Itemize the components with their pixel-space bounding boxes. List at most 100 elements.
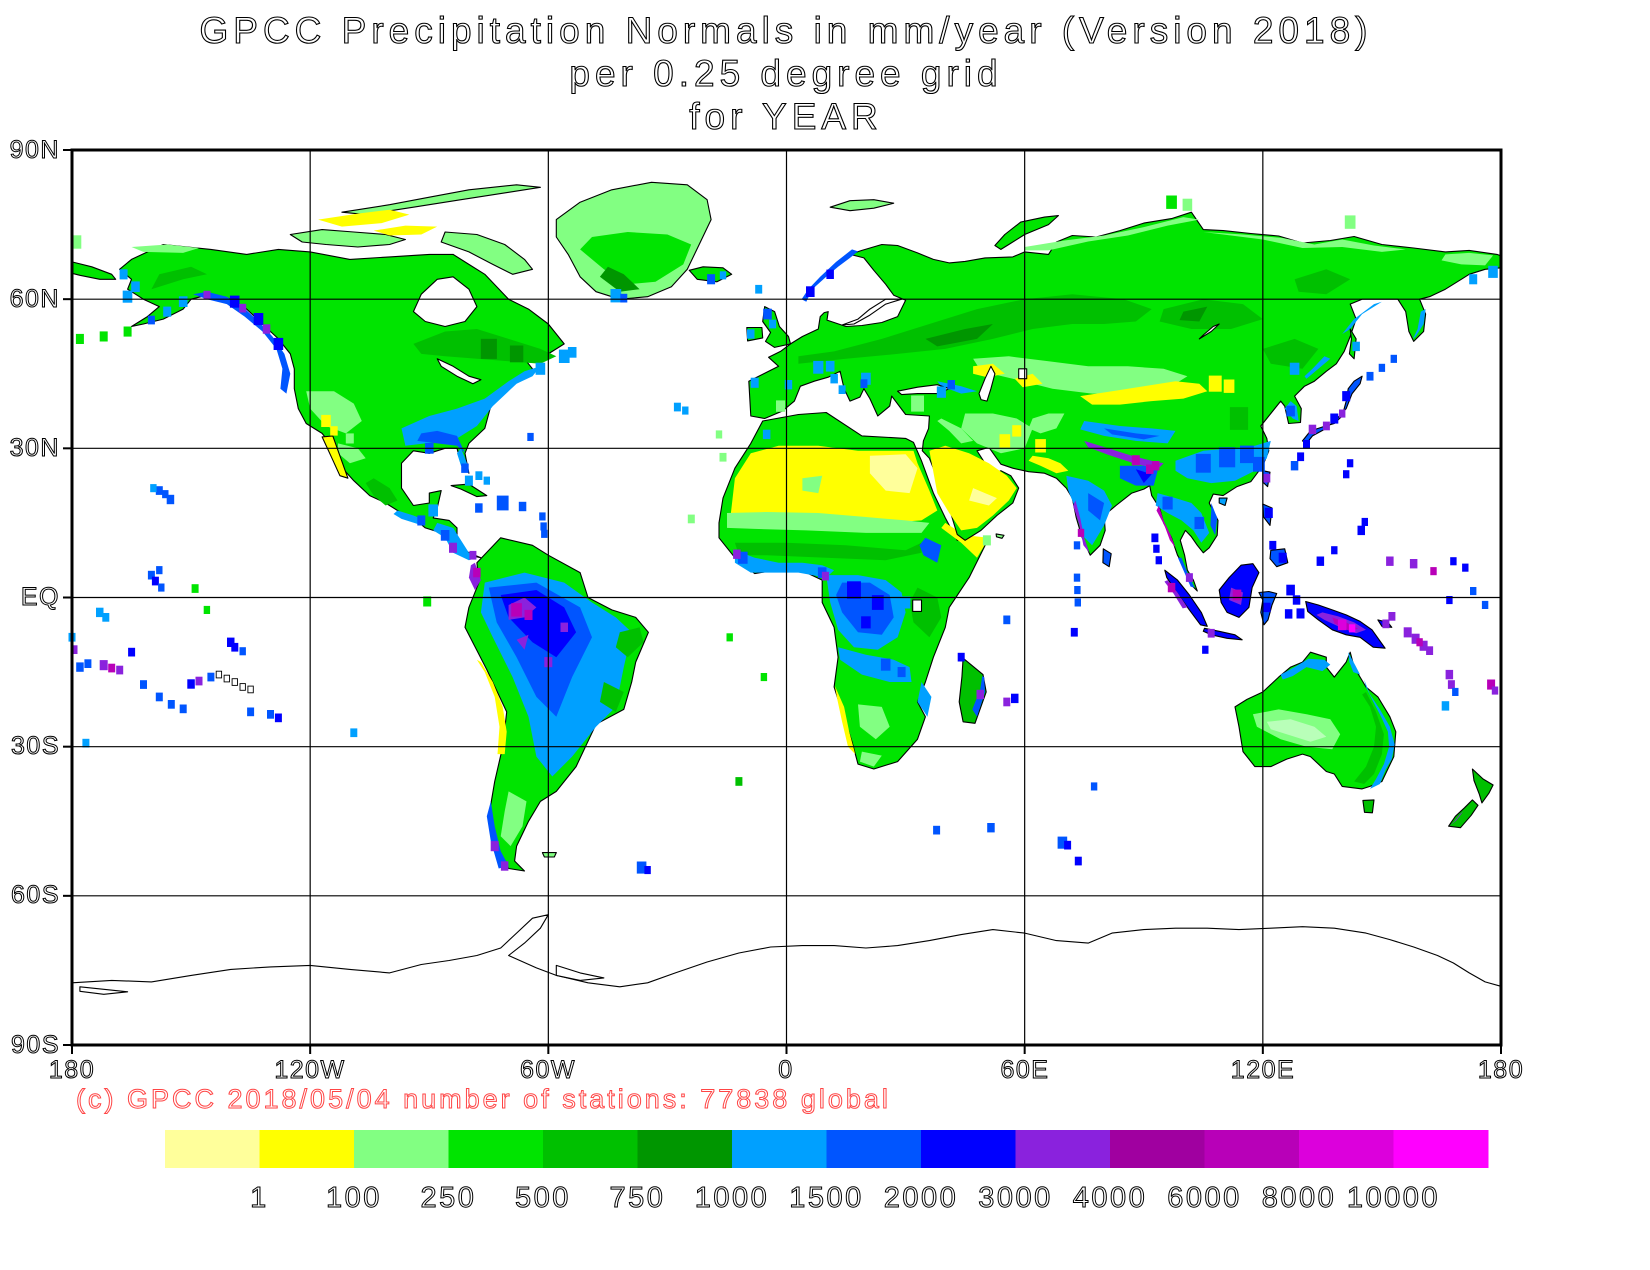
- precip-cell: [1153, 544, 1160, 553]
- precip-cell: [1470, 587, 1477, 596]
- precip-cell: [1352, 341, 1360, 352]
- precip-cell: [1343, 470, 1350, 479]
- precip-cell: [1012, 425, 1022, 437]
- precip-cell: [253, 313, 264, 326]
- precip-cell: [1411, 633, 1420, 644]
- precip-cell: [428, 504, 438, 517]
- precip-cell: [475, 503, 483, 513]
- legend-swatch-p4: [543, 1130, 638, 1168]
- precip-cell: [1450, 557, 1457, 566]
- legend-swatch-p9: [1015, 1130, 1111, 1168]
- precip-cell: [203, 290, 211, 300]
- copyright-attribution: (c) GPCC 2018/05/04 number of stations: …: [76, 1084, 891, 1114]
- precip-cell: [345, 433, 354, 444]
- precip-cell: [70, 235, 82, 249]
- region-alaska-interior: [151, 266, 207, 290]
- precip-cell: [1403, 627, 1412, 638]
- region-amazon-purple-2: [516, 634, 529, 650]
- precip-cell: [760, 673, 768, 682]
- precip-cell: [227, 637, 235, 647]
- legend-swatch-p11: [1204, 1130, 1300, 1168]
- precip-cell: [687, 514, 695, 524]
- lat-label-60s: 60S: [11, 881, 60, 909]
- precip-cell: [1264, 507, 1273, 518]
- region-siberia-green: [1159, 299, 1263, 329]
- precip-cell: [187, 679, 195, 689]
- precip-cell: [1481, 600, 1489, 609]
- region-mexico-green: [365, 478, 398, 506]
- precip-cell: [636, 861, 647, 874]
- region-antarctica-coast: [71, 914, 1502, 988]
- chart-title-line3: for YEAR: [689, 96, 883, 137]
- precip-cell: [155, 486, 163, 495]
- precip-cell: [838, 385, 846, 394]
- precip-cell: [1003, 697, 1011, 707]
- precip-cell: [102, 613, 110, 622]
- region-kazakh-lightgreen: [973, 356, 1188, 394]
- precip-cell: [1348, 624, 1356, 633]
- precip-cell: [191, 584, 199, 593]
- region-mozambique-azure: [917, 682, 932, 717]
- precip-cell: [473, 567, 481, 578]
- region-arctic-islands-ellesmere: [341, 184, 541, 216]
- region-svalbard: [829, 199, 895, 212]
- precip-cell: [735, 777, 743, 786]
- region-arctic-coast-east: [1203, 232, 1406, 252]
- precip-cell: [1290, 461, 1299, 471]
- precip-cell: [99, 331, 108, 342]
- region-chukotka-tint: [1441, 252, 1494, 266]
- lat-lon-gridlines: [72, 150, 1501, 1045]
- precip-cell: [982, 535, 991, 546]
- precip-cell: [1074, 598, 1081, 607]
- precip-cell: [350, 728, 358, 738]
- precip-cell: [1195, 453, 1211, 473]
- lat-label-30n: 30N: [10, 434, 60, 462]
- region-caucasus-azure: [937, 381, 977, 394]
- region-falklands: [541, 852, 557, 858]
- lat-label-eq: EQ: [21, 583, 60, 611]
- precip-cell: [750, 377, 759, 388]
- precip-cell: [162, 490, 169, 499]
- precip-cell: [511, 603, 522, 617]
- precip-cell: [1229, 407, 1249, 430]
- precip-cell: [682, 406, 689, 415]
- legend-label-4000: 4000: [1073, 1182, 1148, 1214]
- precip-cell: [147, 570, 155, 580]
- precip-cell: [490, 841, 499, 852]
- region-pakistan-yellow: [1028, 455, 1069, 474]
- precip-cell: [1182, 198, 1193, 211]
- precip-cell: [1073, 541, 1081, 550]
- precip-cell: [1151, 461, 1160, 471]
- precip-cell: [1416, 638, 1423, 647]
- precip-cell: [1366, 371, 1374, 381]
- precip-cell: [558, 349, 570, 363]
- precip-cell: [880, 658, 891, 671]
- precip-cell: [96, 607, 104, 618]
- precip-cell: [1303, 440, 1310, 449]
- region-aral-sea: [1018, 368, 1028, 380]
- region-weddell-inlet: [555, 964, 605, 981]
- precip-cell: [239, 683, 246, 691]
- region-cape-york-azure: [1348, 652, 1361, 675]
- precip-cell: [151, 576, 159, 586]
- precip-cell: [1185, 573, 1193, 582]
- precip-cell: [247, 707, 255, 717]
- region-okhotsk-azure: [1342, 301, 1382, 334]
- region-cuba: [450, 483, 488, 498]
- precip-cell: [207, 672, 215, 682]
- precip-cell: [1240, 445, 1254, 464]
- precip-cell: [1064, 840, 1072, 850]
- legend-label-1000: 1000: [695, 1182, 770, 1214]
- region-australia-east-green: [1354, 692, 1384, 784]
- precip-cell: [480, 338, 497, 359]
- legend-swatch-p12: [1299, 1130, 1394, 1168]
- legend-swatch-p3: [448, 1130, 544, 1168]
- precip-cell: [178, 296, 188, 307]
- precip-cell: [1430, 567, 1437, 576]
- precip-cell: [1316, 556, 1325, 566]
- lon-label-180w: 180: [49, 1056, 95, 1084]
- precip-cell: [108, 663, 116, 673]
- precip-cell: [231, 642, 239, 652]
- world-map: [68, 181, 1502, 995]
- region-arabia-yellow: [929, 445, 1017, 531]
